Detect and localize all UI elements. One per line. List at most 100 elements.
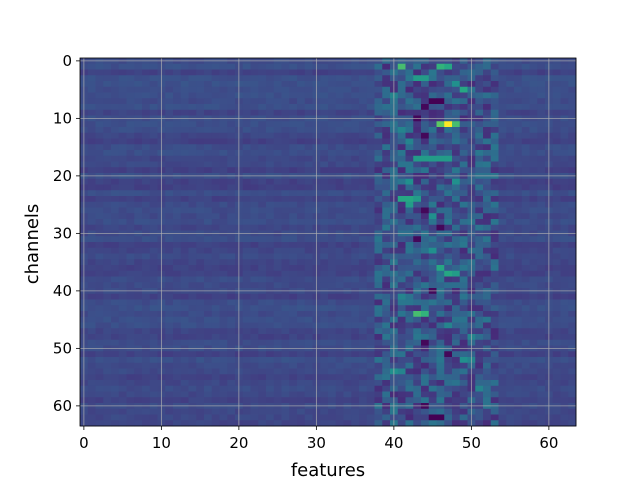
heatmap-cell [173, 81, 182, 88]
heatmap-cell [335, 184, 344, 191]
heatmap-cell [483, 385, 492, 392]
heatmap-cell [374, 259, 383, 266]
heatmap-cell [475, 127, 484, 134]
heatmap-cell [483, 420, 492, 427]
heatmap-cell [343, 75, 352, 82]
heatmap-cell [483, 362, 492, 369]
heatmap-cell [142, 224, 151, 231]
heatmap-cell [258, 127, 267, 134]
heatmap-cell [273, 92, 282, 99]
heatmap-cell [475, 201, 484, 208]
heatmap-cell [421, 259, 430, 266]
heatmap-cell [529, 63, 538, 70]
heatmap-cell [413, 219, 422, 226]
heatmap-cell [444, 270, 453, 277]
heatmap-cell [87, 127, 96, 134]
heatmap-cell [483, 69, 492, 76]
heatmap-cell [180, 138, 189, 145]
heatmap-cell [521, 380, 530, 387]
heatmap-cell [103, 259, 112, 266]
heatmap-cell [560, 247, 569, 254]
heatmap-cell [95, 201, 104, 208]
heatmap-cell [568, 63, 577, 70]
heatmap-cell [521, 397, 530, 404]
heatmap-cell [351, 259, 360, 266]
heatmap-cell [459, 81, 468, 88]
heatmap-cell [366, 265, 375, 272]
heatmap-cell [258, 374, 267, 381]
heatmap-cell [273, 391, 282, 398]
heatmap-cell [444, 276, 453, 283]
heatmap-cell [242, 109, 251, 116]
heatmap-cell [498, 242, 507, 249]
heatmap-cell [211, 253, 220, 260]
heatmap-cell [537, 408, 546, 415]
heatmap-cell [397, 357, 406, 364]
heatmap-cell [281, 311, 290, 318]
heatmap-cell [304, 282, 313, 289]
heatmap-cell [289, 408, 298, 415]
heatmap-cell [405, 311, 414, 318]
heatmap-cell [142, 138, 151, 145]
heatmap-cell [250, 259, 259, 266]
heatmap-cell [289, 420, 298, 427]
heatmap-cell [452, 397, 461, 404]
heatmap-cell [498, 155, 507, 162]
heatmap-cell [250, 408, 259, 415]
heatmap-cell [328, 138, 337, 145]
heatmap-cell [142, 127, 151, 134]
heatmap-cell [188, 161, 197, 168]
heatmap-cell [397, 150, 406, 157]
heatmap-cell [188, 420, 197, 427]
heatmap-cell [452, 380, 461, 387]
heatmap-cell [397, 132, 406, 139]
heatmap-cell [452, 334, 461, 341]
heatmap-cell [165, 167, 174, 174]
heatmap-cell [320, 104, 329, 111]
heatmap-cell [568, 420, 577, 427]
heatmap-cell [529, 391, 538, 398]
heatmap-cell [397, 414, 406, 421]
heatmap-cell [258, 196, 267, 203]
heatmap-cell [529, 334, 538, 341]
heatmap-cell [490, 374, 499, 381]
heatmap-cell [126, 224, 135, 231]
heatmap-cell [459, 196, 468, 203]
heatmap-cell [103, 293, 112, 300]
heatmap-cell [498, 86, 507, 93]
heatmap-cell [335, 362, 344, 369]
heatmap-cell [95, 282, 104, 289]
heatmap-cell [95, 311, 104, 318]
heatmap-cell [506, 224, 515, 231]
heatmap-cell [452, 121, 461, 128]
heatmap-cell [188, 196, 197, 203]
heatmap-cell [506, 196, 515, 203]
heatmap-cell [227, 253, 236, 260]
heatmap-cell [366, 242, 375, 249]
heatmap-cell [289, 391, 298, 398]
heatmap-cell [366, 104, 375, 111]
heatmap-cell [227, 276, 236, 283]
heatmap-cell [359, 224, 368, 231]
heatmap-cell [196, 270, 205, 277]
heatmap-cell [134, 213, 143, 220]
heatmap-cell [328, 259, 337, 266]
heatmap-cell [165, 322, 174, 329]
heatmap-cell [266, 236, 275, 243]
heatmap-cell [490, 144, 499, 151]
heatmap-cell [413, 150, 422, 157]
heatmap-cell [118, 339, 127, 346]
heatmap-cell [320, 259, 329, 266]
heatmap-cell [529, 138, 538, 145]
heatmap-cell [560, 155, 569, 162]
heatmap-cell [196, 92, 205, 99]
heatmap-cell [227, 196, 236, 203]
heatmap-cell [227, 207, 236, 214]
heatmap-cell [95, 351, 104, 358]
heatmap-cell [242, 391, 251, 398]
heatmap-cell [560, 144, 569, 151]
heatmap-cell [180, 127, 189, 134]
heatmap-cell [397, 270, 406, 277]
heatmap-cell [258, 397, 267, 404]
heatmap-cell [351, 104, 360, 111]
